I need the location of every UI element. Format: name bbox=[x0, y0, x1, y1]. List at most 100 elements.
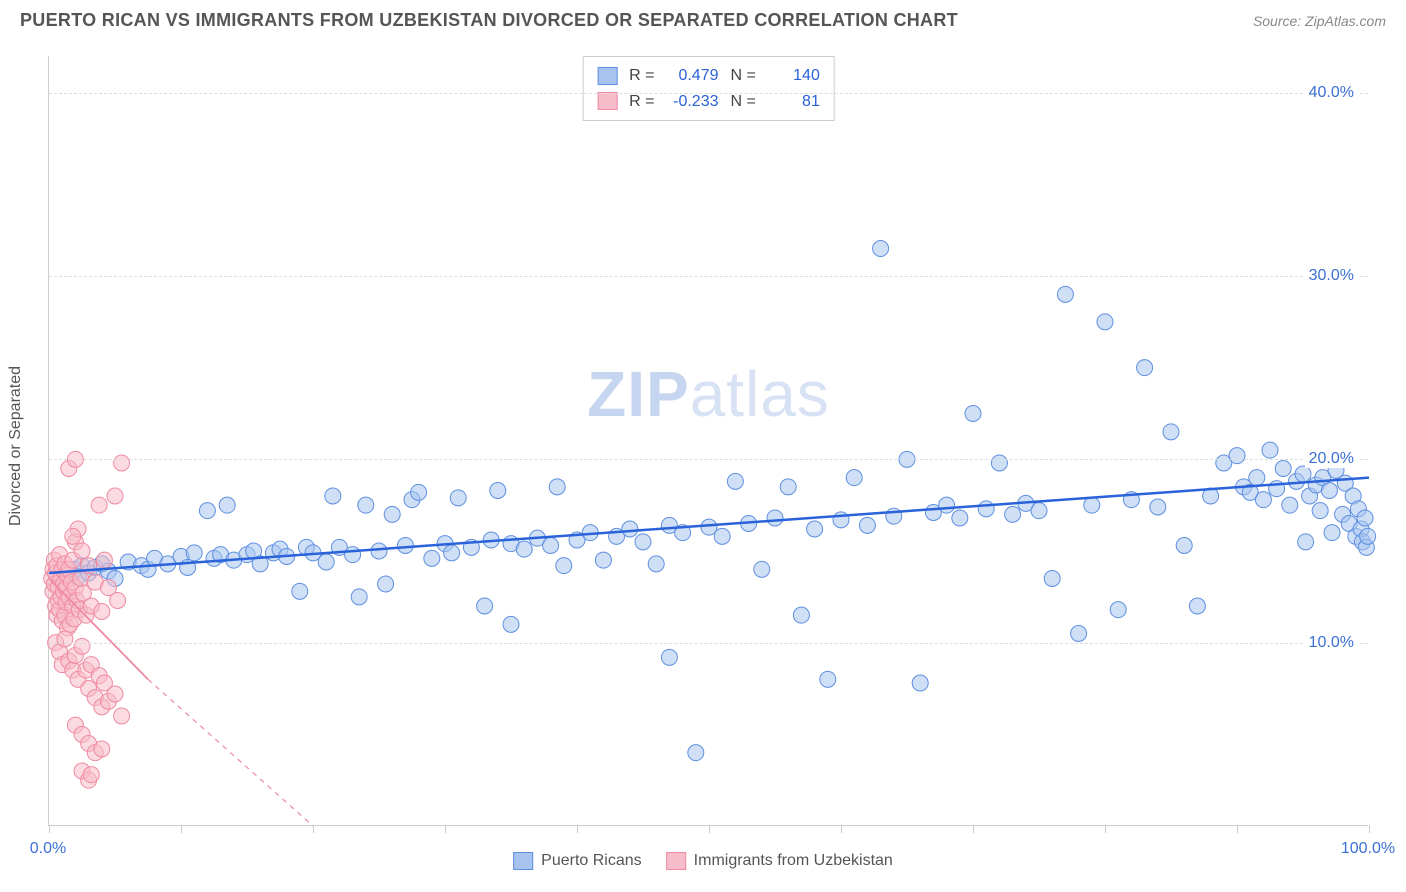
scatter-point bbox=[714, 528, 730, 544]
r-value-blue: 0.479 bbox=[663, 63, 719, 89]
scatter-point bbox=[543, 538, 559, 554]
scatter-point bbox=[1249, 470, 1265, 486]
scatter-point bbox=[490, 483, 506, 499]
scatter-point bbox=[1005, 506, 1021, 522]
legend-label: Puerto Ricans bbox=[541, 852, 642, 870]
scatter-point bbox=[94, 741, 110, 757]
chart-title: PUERTO RICAN VS IMMIGRANTS FROM UZBEKIST… bbox=[20, 10, 958, 31]
scatter-point bbox=[384, 506, 400, 522]
legend-item: Puerto Ricans bbox=[513, 852, 642, 870]
scatter-point bbox=[859, 517, 875, 533]
swatch-pink bbox=[597, 92, 617, 110]
scatter-point bbox=[96, 552, 112, 568]
y-tick-label: 40.0% bbox=[1305, 84, 1358, 102]
plot-area: ZIPatlas R = 0.479 N = 140 R = -0.233 N … bbox=[48, 56, 1368, 826]
scatter-point bbox=[107, 686, 123, 702]
scatter-point bbox=[754, 561, 770, 577]
scatter-point bbox=[622, 521, 638, 537]
source-label: Source: ZipAtlas.com bbox=[1253, 13, 1386, 29]
scatter-point bbox=[1295, 466, 1311, 482]
legend-stats: R = 0.479 N = 140 R = -0.233 N = 81 bbox=[582, 56, 835, 121]
scatter-point bbox=[358, 497, 374, 513]
gridline bbox=[49, 459, 1368, 460]
scatter-point bbox=[873, 241, 889, 257]
scatter-point bbox=[110, 593, 126, 609]
scatter-point bbox=[378, 576, 394, 592]
scatter-point bbox=[1097, 314, 1113, 330]
y-tick-label: 20.0% bbox=[1305, 450, 1358, 468]
scatter-point bbox=[107, 488, 123, 504]
scatter-point bbox=[1110, 602, 1126, 618]
scatter-point bbox=[345, 547, 361, 563]
y-tick-label: 30.0% bbox=[1305, 267, 1358, 285]
x-tick bbox=[973, 825, 974, 833]
swatch-blue bbox=[597, 67, 617, 85]
scatter-point bbox=[767, 510, 783, 526]
legend-stats-row-blue: R = 0.479 N = 140 bbox=[597, 63, 820, 89]
scatter-point bbox=[65, 528, 81, 544]
scatter-point bbox=[351, 589, 367, 605]
scatter-point bbox=[94, 604, 110, 620]
scatter-point bbox=[1275, 461, 1291, 477]
scatter-point bbox=[114, 708, 130, 724]
scatter-point bbox=[516, 541, 532, 557]
scatter-point bbox=[780, 479, 796, 495]
scatter-point bbox=[503, 616, 519, 632]
scatter-point bbox=[595, 552, 611, 568]
scatter-point bbox=[1057, 286, 1073, 302]
scatter-point bbox=[114, 455, 130, 471]
scatter-point bbox=[549, 479, 565, 495]
scatter-point bbox=[1312, 503, 1328, 519]
title-bar: PUERTO RICAN VS IMMIGRANTS FROM UZBEKIST… bbox=[0, 0, 1406, 39]
scatter-point bbox=[1282, 497, 1298, 513]
scatter-point bbox=[74, 543, 90, 559]
legend-swatch bbox=[513, 852, 533, 870]
r-label: R = bbox=[629, 63, 654, 89]
scatter-point bbox=[939, 497, 955, 513]
scatter-point bbox=[219, 497, 235, 513]
trend-line bbox=[49, 478, 1369, 573]
scatter-point bbox=[1324, 525, 1340, 541]
n-label: N = bbox=[731, 63, 756, 89]
scatter-point bbox=[1360, 528, 1376, 544]
scatter-point bbox=[1071, 626, 1087, 642]
gridline bbox=[49, 276, 1368, 277]
scatter-point bbox=[1321, 483, 1337, 499]
trend-line-dashed bbox=[148, 679, 313, 826]
x-tick bbox=[313, 825, 314, 833]
scatter-point bbox=[1031, 503, 1047, 519]
gridline bbox=[49, 93, 1368, 94]
scatter-point bbox=[661, 649, 677, 665]
scatter-point bbox=[199, 503, 215, 519]
scatter-point bbox=[727, 473, 743, 489]
y-axis-label: Divorced or Separated bbox=[7, 366, 25, 526]
x-tick bbox=[1237, 825, 1238, 833]
scatter-point bbox=[74, 638, 90, 654]
scatter-point bbox=[186, 545, 202, 561]
scatter-point bbox=[1357, 510, 1373, 526]
scatter-point bbox=[477, 598, 493, 614]
scatter-point bbox=[1084, 497, 1100, 513]
scatter-point bbox=[793, 607, 809, 623]
scatter-point bbox=[688, 745, 704, 761]
scatter-point bbox=[1262, 442, 1278, 458]
scatter-point bbox=[444, 545, 460, 561]
scatter-point bbox=[1163, 424, 1179, 440]
x-tick bbox=[709, 825, 710, 833]
gridline bbox=[49, 643, 1368, 644]
scatter-point bbox=[1044, 571, 1060, 587]
scatter-point bbox=[846, 470, 862, 486]
legend-label: Immigrants from Uzbekistan bbox=[694, 852, 893, 870]
scatter-point bbox=[1229, 448, 1245, 464]
scatter-point bbox=[91, 497, 107, 513]
x-tick bbox=[1369, 825, 1370, 833]
scatter-point bbox=[912, 675, 928, 691]
x-tick bbox=[445, 825, 446, 833]
legend-item: Immigrants from Uzbekistan bbox=[666, 852, 893, 870]
scatter-point bbox=[952, 510, 968, 526]
scatter-point bbox=[83, 767, 99, 783]
scatter-point bbox=[292, 583, 308, 599]
scatter-point bbox=[978, 501, 994, 517]
scatter-point bbox=[325, 488, 341, 504]
scatter-point bbox=[318, 554, 334, 570]
